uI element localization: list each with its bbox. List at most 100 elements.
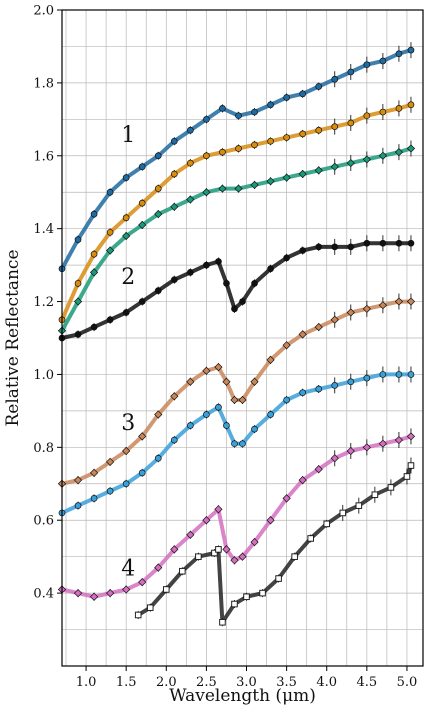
data-point bbox=[315, 385, 323, 393]
data-point bbox=[202, 366, 211, 375]
data-point bbox=[215, 546, 222, 553]
data-point bbox=[355, 502, 363, 509]
data-point bbox=[90, 495, 98, 502]
data-point bbox=[73, 297, 83, 306]
data-point bbox=[314, 166, 323, 175]
data-point bbox=[202, 188, 211, 197]
data-point bbox=[331, 382, 339, 389]
data-point bbox=[202, 516, 211, 525]
data-point bbox=[371, 491, 379, 499]
data-point bbox=[203, 261, 210, 269]
data-point bbox=[250, 377, 259, 386]
data-point bbox=[298, 330, 307, 339]
y-tick-label: 1.8 bbox=[33, 76, 54, 91]
data-point bbox=[251, 425, 258, 433]
data-point bbox=[90, 250, 98, 258]
data-point bbox=[363, 239, 371, 247]
data-point bbox=[195, 553, 202, 560]
y-axis: 0.4 0.6 0.8 1.0 1.2 1.4 1.6 1.8 2.0 bbox=[33, 4, 62, 602]
data-point bbox=[407, 101, 415, 109]
data-point bbox=[238, 395, 247, 405]
data-point bbox=[347, 119, 355, 127]
data-point bbox=[231, 600, 238, 608]
data-point bbox=[339, 509, 347, 517]
data-point bbox=[203, 411, 210, 418]
data-point bbox=[170, 170, 178, 178]
series-group bbox=[57, 42, 416, 627]
data-point bbox=[407, 462, 415, 469]
data-point bbox=[239, 440, 246, 448]
data-point bbox=[346, 158, 355, 168]
data-point bbox=[299, 90, 307, 98]
data-point bbox=[307, 535, 314, 542]
data-point bbox=[74, 502, 82, 509]
data-point bbox=[89, 592, 99, 601]
data-point bbox=[251, 141, 258, 149]
data-point bbox=[122, 231, 131, 241]
y-tick-label: 0.6 bbox=[33, 514, 54, 529]
series-6 bbox=[58, 366, 415, 517]
data-point bbox=[394, 148, 404, 157]
y-tick-label: 1.0 bbox=[33, 368, 54, 383]
data-point bbox=[122, 309, 130, 316]
data-point bbox=[239, 298, 246, 305]
data-point bbox=[106, 487, 114, 495]
x-tick-label: 2.5 bbox=[196, 675, 217, 690]
data-point bbox=[315, 83, 323, 90]
data-point bbox=[267, 101, 274, 109]
data-point bbox=[154, 454, 162, 462]
data-point bbox=[154, 287, 162, 294]
data-point bbox=[250, 537, 259, 547]
data-point bbox=[230, 556, 239, 565]
x-axis: 1.0 1.5 2.0 2.5 3.0 3.5 4.0 4.5 5.0 bbox=[76, 666, 418, 690]
data-point bbox=[106, 316, 114, 324]
data-point bbox=[218, 184, 227, 193]
data-point bbox=[138, 578, 147, 587]
data-point bbox=[283, 134, 290, 141]
group-label: 4 bbox=[121, 557, 135, 582]
data-point bbox=[170, 276, 178, 284]
data-point bbox=[379, 57, 387, 65]
data-point bbox=[283, 396, 290, 404]
x-axis-title: Wavelength (μm) bbox=[169, 686, 316, 706]
data-point bbox=[266, 355, 275, 364]
data-point bbox=[138, 469, 146, 477]
series-7 bbox=[57, 428, 416, 601]
data-point bbox=[267, 411, 274, 418]
data-point bbox=[330, 454, 339, 463]
data-point bbox=[330, 315, 339, 324]
x-tick-label: 2.0 bbox=[156, 675, 177, 690]
data-point bbox=[214, 505, 223, 514]
data-point bbox=[387, 484, 395, 491]
series-2 bbox=[58, 96, 415, 324]
data-point bbox=[138, 298, 146, 305]
data-point bbox=[219, 618, 226, 626]
data-point bbox=[170, 436, 178, 444]
data-point bbox=[214, 363, 223, 372]
data-point bbox=[379, 371, 387, 378]
data-point bbox=[187, 126, 194, 134]
data-point bbox=[154, 152, 162, 160]
data-point bbox=[275, 575, 282, 582]
data-point bbox=[219, 148, 226, 156]
data-point bbox=[122, 480, 130, 488]
data-point bbox=[230, 395, 239, 405]
data-point bbox=[170, 137, 178, 145]
series-8 bbox=[134, 457, 415, 627]
y-tick-label: 0.4 bbox=[33, 587, 54, 602]
x-tick-label: 5.0 bbox=[397, 675, 418, 690]
data-point bbox=[234, 184, 243, 193]
data-point bbox=[363, 374, 371, 382]
data-point bbox=[74, 331, 82, 338]
x-tick-label: 3.5 bbox=[276, 675, 297, 690]
data-point bbox=[283, 254, 290, 262]
data-point bbox=[215, 403, 222, 411]
data-point bbox=[106, 589, 115, 598]
data-point bbox=[170, 202, 179, 211]
data-point bbox=[251, 279, 258, 287]
data-point bbox=[266, 516, 275, 525]
data-point bbox=[283, 94, 290, 101]
data-point bbox=[378, 439, 387, 448]
data-point bbox=[406, 144, 416, 153]
data-point bbox=[406, 432, 416, 441]
